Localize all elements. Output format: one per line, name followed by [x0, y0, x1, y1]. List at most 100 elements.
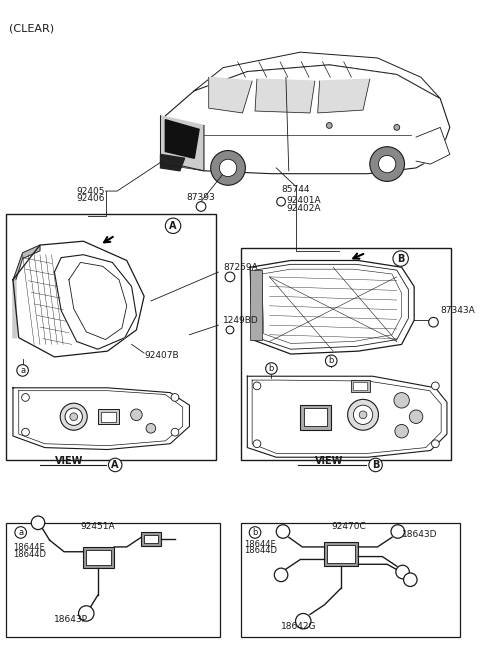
Circle shape — [146, 424, 156, 433]
Text: 18642G: 18642G — [281, 623, 317, 632]
Circle shape — [353, 405, 372, 424]
Bar — [300, 405, 331, 430]
Polygon shape — [247, 377, 447, 457]
Circle shape — [31, 516, 45, 529]
Circle shape — [15, 527, 26, 538]
Text: 92470C: 92470C — [331, 522, 366, 531]
Text: 1249BD: 1249BD — [223, 316, 259, 325]
Bar — [304, 408, 327, 426]
Polygon shape — [13, 279, 17, 338]
Circle shape — [370, 147, 405, 182]
Circle shape — [394, 125, 400, 131]
Circle shape — [131, 409, 142, 420]
Bar — [101, 412, 116, 422]
Circle shape — [326, 123, 332, 129]
Bar — [240, 248, 451, 460]
Text: 18643P: 18643P — [54, 615, 88, 624]
Circle shape — [108, 458, 122, 472]
Text: 18644E: 18644E — [244, 539, 276, 548]
Text: 92402A: 92402A — [287, 204, 321, 213]
Text: 18644D: 18644D — [13, 550, 46, 559]
Polygon shape — [165, 119, 199, 158]
Polygon shape — [416, 127, 450, 164]
Circle shape — [432, 440, 439, 447]
Circle shape — [432, 382, 439, 390]
Circle shape — [22, 394, 29, 401]
Text: b: b — [328, 356, 334, 365]
Polygon shape — [250, 260, 414, 354]
Bar — [327, 545, 355, 564]
Polygon shape — [160, 116, 204, 171]
Circle shape — [165, 218, 181, 234]
Circle shape — [249, 527, 261, 538]
Circle shape — [359, 411, 367, 419]
Circle shape — [171, 428, 179, 436]
Circle shape — [65, 408, 83, 425]
Polygon shape — [13, 245, 40, 279]
Polygon shape — [160, 154, 185, 171]
Circle shape — [225, 272, 235, 281]
Circle shape — [325, 355, 337, 367]
Text: 18643D: 18643D — [402, 530, 437, 539]
Bar — [353, 382, 367, 390]
Bar — [84, 547, 114, 568]
Text: A: A — [169, 221, 177, 231]
Bar — [6, 523, 220, 636]
Text: 18644D: 18644D — [244, 546, 277, 555]
Circle shape — [391, 525, 405, 538]
Circle shape — [275, 568, 288, 582]
Bar — [350, 380, 370, 392]
Circle shape — [429, 318, 438, 327]
Polygon shape — [209, 77, 252, 113]
Circle shape — [395, 424, 408, 438]
Text: 87259A: 87259A — [223, 263, 258, 272]
Circle shape — [296, 613, 311, 629]
Text: 92451A: 92451A — [81, 522, 115, 531]
Circle shape — [396, 565, 409, 579]
Text: VIEW: VIEW — [315, 456, 344, 466]
Text: 18644E: 18644E — [13, 543, 45, 552]
Polygon shape — [13, 241, 144, 357]
Bar — [98, 409, 119, 424]
Text: B: B — [372, 460, 379, 470]
Circle shape — [277, 197, 286, 206]
Text: 92405: 92405 — [77, 186, 105, 195]
Circle shape — [70, 413, 78, 420]
Circle shape — [60, 403, 87, 430]
Circle shape — [404, 573, 417, 586]
Bar — [324, 542, 358, 566]
Text: 85744: 85744 — [281, 184, 310, 194]
Circle shape — [369, 458, 383, 472]
Text: 92407B: 92407B — [144, 352, 179, 360]
Text: A: A — [111, 460, 119, 470]
Circle shape — [171, 394, 179, 401]
Text: 87343A: 87343A — [440, 306, 475, 315]
Circle shape — [17, 365, 28, 377]
Text: (CLEAR): (CLEAR) — [9, 23, 54, 33]
Text: B: B — [397, 254, 404, 264]
Text: 87393: 87393 — [187, 194, 216, 202]
Text: a: a — [20, 366, 25, 375]
Text: 92401A: 92401A — [287, 196, 322, 205]
Bar — [141, 533, 160, 546]
Polygon shape — [54, 255, 136, 349]
Circle shape — [348, 400, 378, 430]
Circle shape — [393, 251, 408, 266]
Polygon shape — [255, 79, 315, 113]
Text: 92406: 92406 — [77, 194, 105, 203]
Circle shape — [253, 440, 261, 447]
Circle shape — [211, 150, 245, 185]
Polygon shape — [318, 79, 370, 113]
Polygon shape — [13, 388, 190, 449]
Circle shape — [253, 382, 261, 390]
Text: a: a — [18, 528, 23, 537]
Text: b: b — [269, 364, 274, 373]
Circle shape — [79, 605, 94, 621]
Circle shape — [265, 363, 277, 375]
Circle shape — [409, 410, 423, 424]
Circle shape — [378, 155, 396, 173]
Circle shape — [219, 159, 237, 176]
Circle shape — [196, 201, 206, 211]
Polygon shape — [194, 52, 440, 98]
Circle shape — [226, 326, 234, 334]
